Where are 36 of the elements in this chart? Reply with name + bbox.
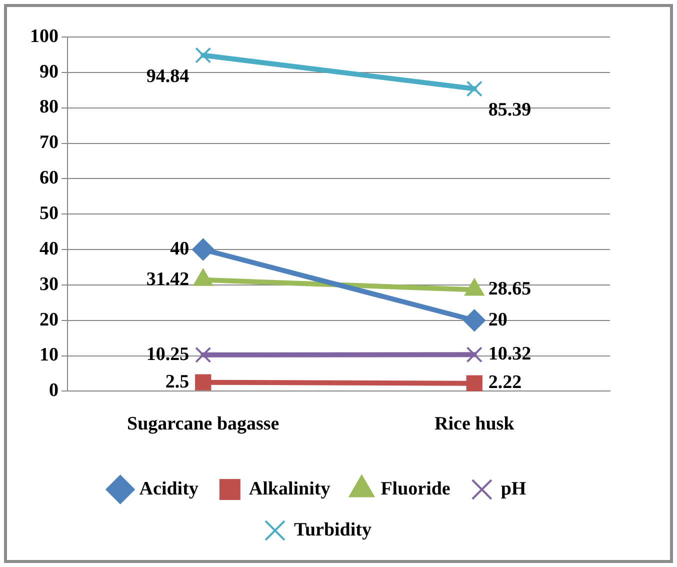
y-tick-label: 80	[40, 96, 58, 118]
y-tick-label: 70	[40, 132, 58, 154]
data-label: 10.25	[146, 344, 190, 365]
data-label: 85.39	[488, 100, 532, 121]
data-label: 10.32	[488, 344, 532, 365]
legend-label: Acidity	[139, 478, 199, 500]
y-tick-label: 0	[49, 380, 58, 402]
point	[466, 375, 482, 392]
y-tick-label: 60	[40, 168, 58, 189]
legend-label: pH	[500, 478, 526, 500]
point	[195, 346, 212, 363]
data-label: 28.65	[488, 278, 532, 300]
y-tick-label: 20	[40, 309, 58, 330]
y-tick-label: 50	[40, 203, 58, 224]
y-tick-label: 10	[40, 344, 58, 366]
data-label: 40	[170, 238, 190, 260]
point	[463, 309, 486, 332]
legend-label: Alkalinity	[248, 478, 331, 500]
y-tick-label: 100	[30, 26, 58, 47]
data-label: 20	[488, 309, 508, 330]
point	[192, 238, 214, 261]
y-tick-label: 40	[40, 238, 58, 260]
legend-label: Turbidity	[294, 519, 372, 540]
data-label: 2.5	[165, 371, 190, 392]
point	[466, 80, 482, 97]
data-label: 94.84	[146, 66, 190, 88]
point	[466, 346, 482, 363]
data-label: 2.22	[488, 372, 522, 394]
data-label: 31.42	[146, 268, 190, 290]
x-tick-label: Rice husk	[434, 414, 515, 435]
y-tick-label: 30	[40, 274, 58, 295]
point	[195, 47, 212, 64]
legend-label: Fluoride	[380, 478, 450, 500]
y-tick-label: 90	[40, 61, 58, 82]
x-tick-label: Sugarcane bagasse	[127, 414, 280, 435]
point	[195, 374, 212, 390]
